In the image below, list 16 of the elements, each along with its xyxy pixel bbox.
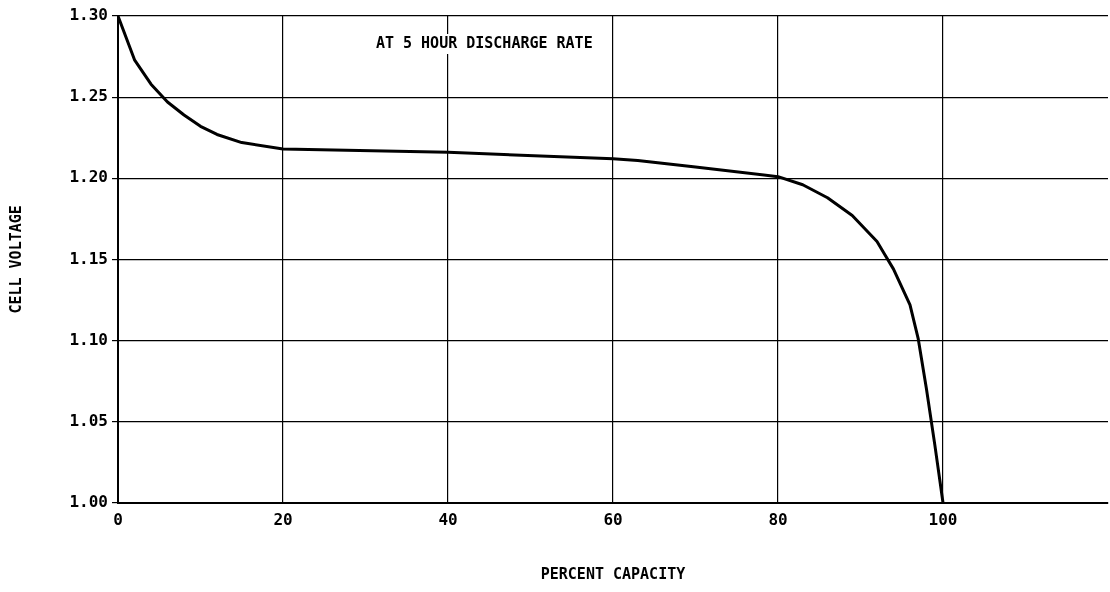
- x-tick-label: 60: [603, 509, 623, 529]
- x-tick-label: 0: [113, 509, 123, 529]
- y-tick-label: 1.15: [69, 248, 108, 268]
- y-tick-label: 1.00: [69, 491, 108, 511]
- annotation: AT 5 HOUR DISCHARGE RATE: [375, 33, 593, 52]
- x-tick-label: 20: [273, 509, 293, 529]
- y-axis-title: CELL VOLTAGE: [6, 205, 25, 314]
- y-tick-label: 1.25: [69, 86, 108, 106]
- x-tick-label: 100: [928, 509, 958, 529]
- x-tick-label: 80: [768, 509, 788, 529]
- x-tick-label: 40: [438, 509, 458, 529]
- x-axis-title: PERCENT CAPACITY: [540, 564, 686, 583]
- y-tick-label: 1.05: [69, 410, 108, 430]
- y-tick-label: 1.10: [69, 329, 108, 349]
- y-tick-label: 1.20: [69, 167, 108, 187]
- y-tick-label: 1.30: [69, 5, 108, 25]
